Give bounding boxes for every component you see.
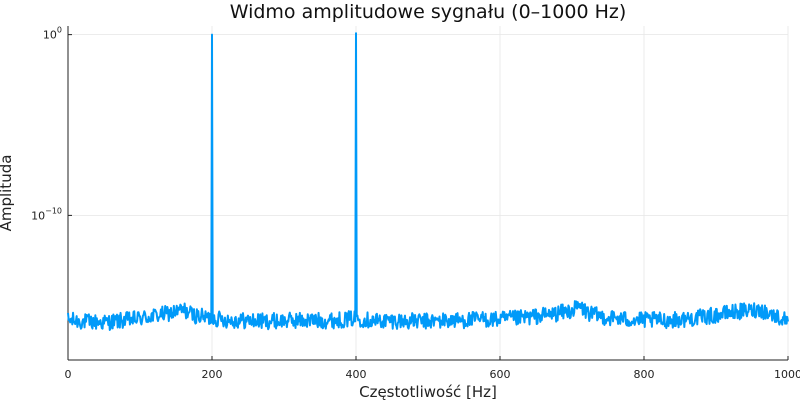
x-ticks: 0 200 400 600 800 1000 bbox=[65, 356, 800, 381]
axes bbox=[67, 26, 788, 361]
y-tick-label: 100 bbox=[43, 26, 62, 42]
x-tick-label: 800 bbox=[634, 368, 655, 381]
x-tick-label: 400 bbox=[346, 368, 367, 381]
y-tick-label: 10−10 bbox=[31, 206, 62, 222]
series-group bbox=[67, 32, 789, 331]
y-axis-label: Amplituda bbox=[0, 155, 15, 232]
x-tick-label: 600 bbox=[490, 368, 511, 381]
x-axis-label: Częstotliwość [Hz] bbox=[359, 383, 497, 400]
y-ticks: 100 10−10 bbox=[31, 26, 72, 222]
spectrum-series-line bbox=[67, 32, 789, 331]
x-tick-label: 200 bbox=[202, 368, 223, 381]
x-tick-label: 0 bbox=[65, 368, 72, 381]
x-tick-label: 1000 bbox=[774, 368, 800, 381]
chart-title: Widmo amplitudowe sygnału (0–1000 Hz) bbox=[230, 1, 627, 23]
